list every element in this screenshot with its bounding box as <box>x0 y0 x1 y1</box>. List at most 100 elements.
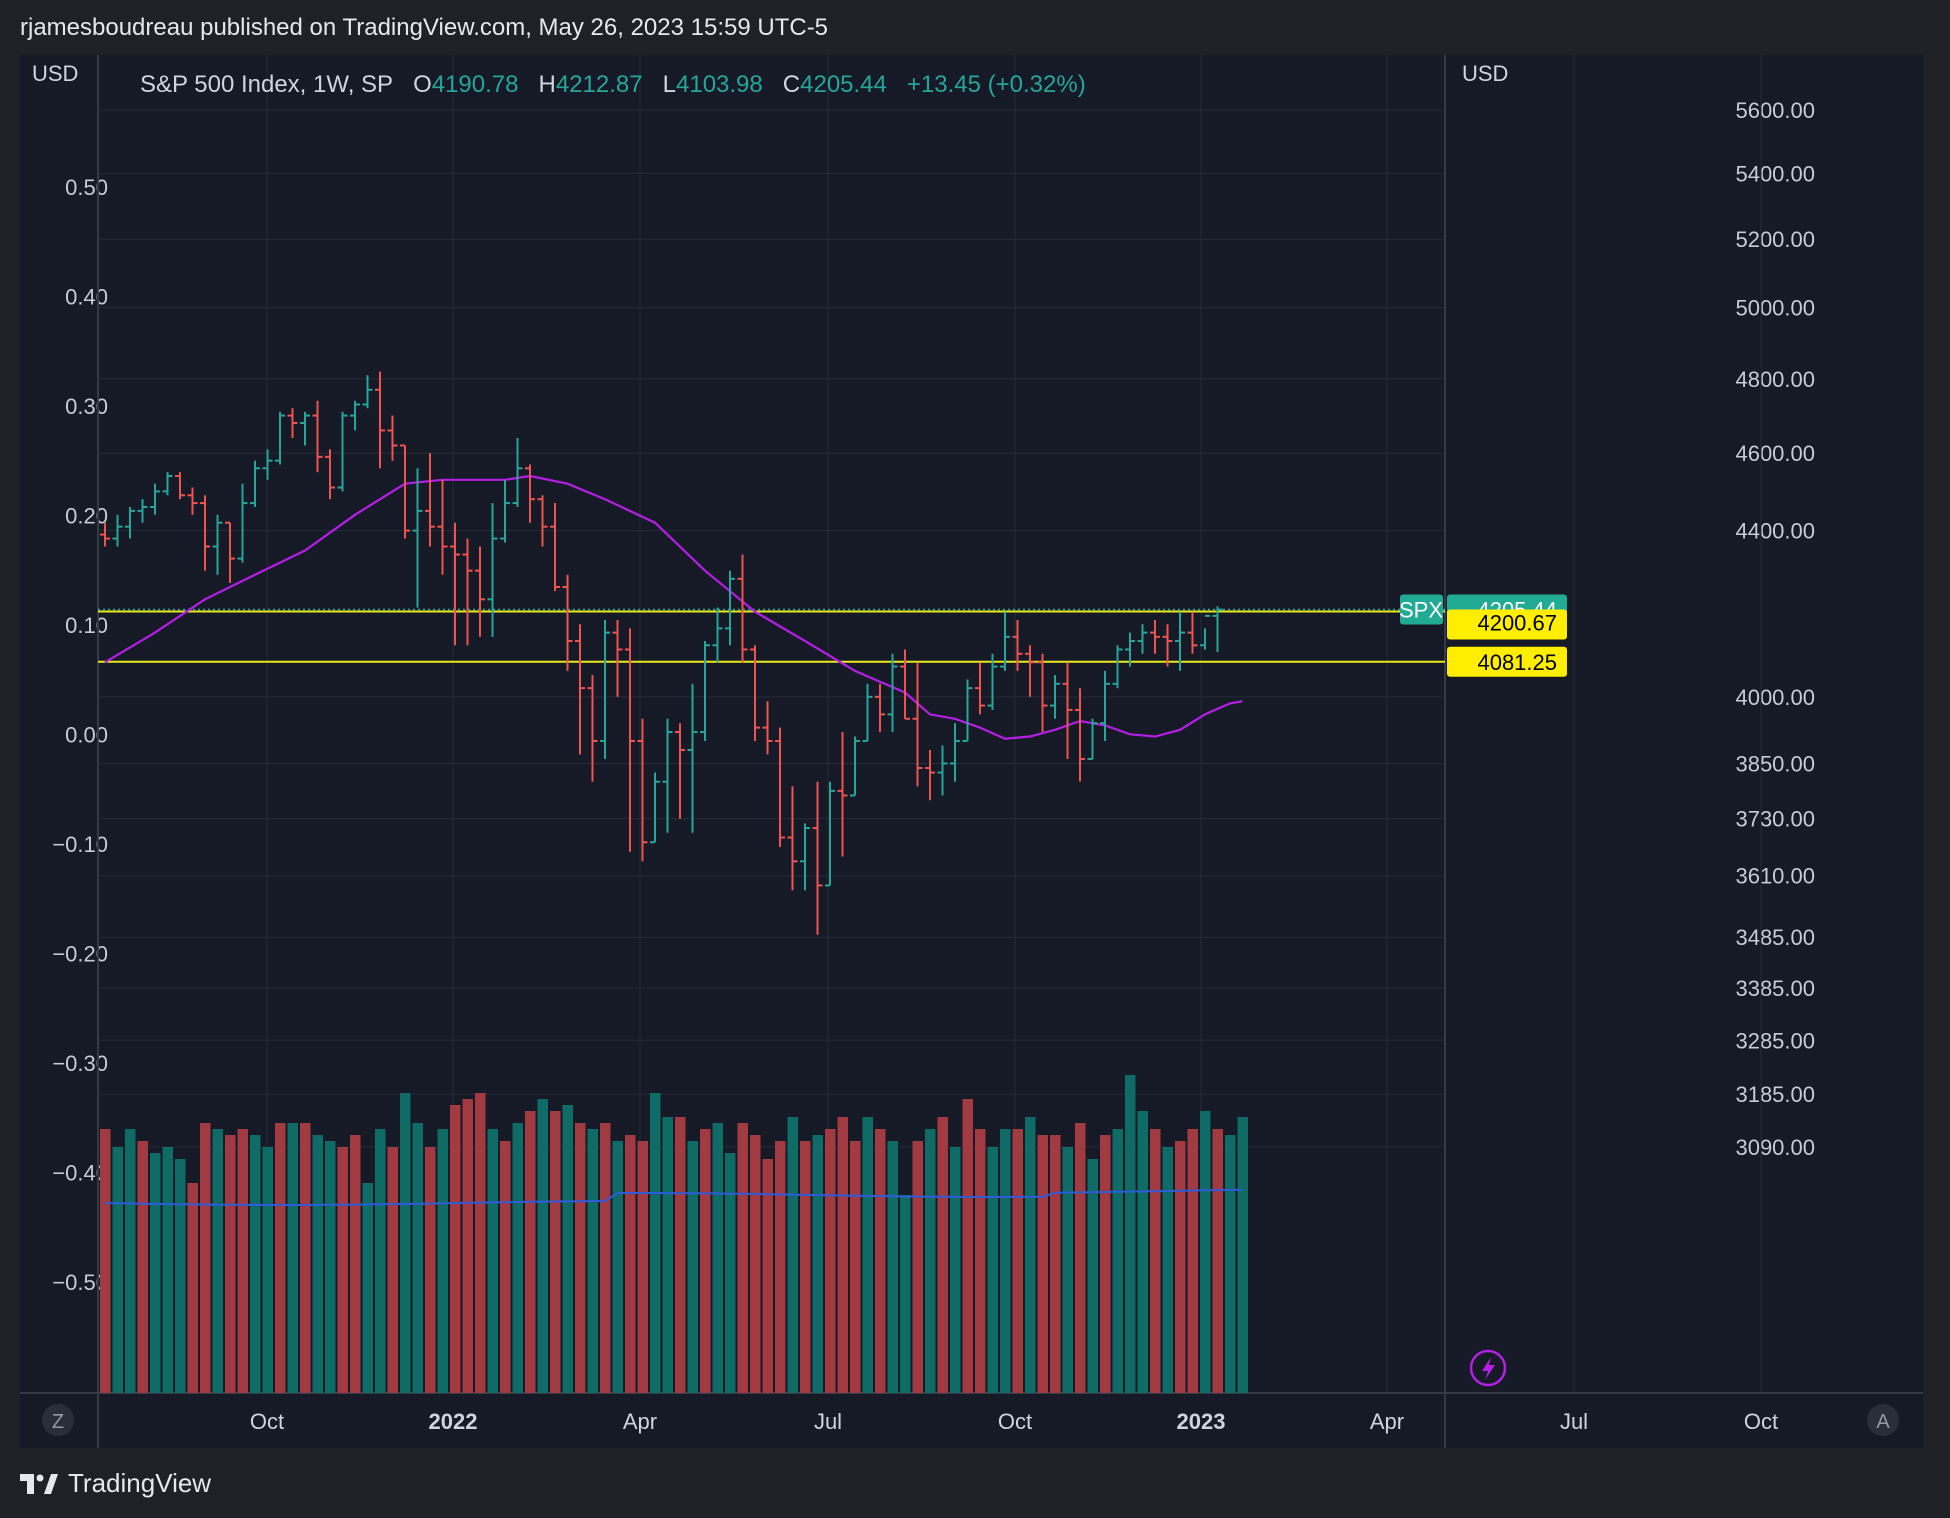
right-axis-tick-label: 3485.00 <box>1735 925 1815 950</box>
volume-bar <box>1200 1111 1211 1393</box>
volume-bar <box>762 1159 773 1393</box>
tradingview-logo[interactable]: TradingView <box>20 1468 211 1499</box>
volume-bar <box>487 1129 498 1393</box>
volume-bar <box>1187 1129 1198 1393</box>
volume-bar <box>912 1141 923 1393</box>
volume-bar <box>612 1141 623 1393</box>
legend-high-label: H <box>538 71 556 98</box>
volume-bar <box>200 1123 211 1393</box>
volume-bar <box>950 1147 961 1393</box>
left-axis-tick-label: −0.10 <box>52 832 108 857</box>
volume-bar <box>400 1093 411 1393</box>
chart-svg[interactable]: 5600.00 5400.00 5200.00 5000.00 4800.00 4600.… <box>20 55 1923 1448</box>
volume-bar <box>1175 1141 1186 1393</box>
volume-bar <box>775 1141 786 1393</box>
volume-bar <box>687 1141 698 1393</box>
volume-bar <box>387 1147 398 1393</box>
right-axis-tick-label: 4000.00 <box>1735 685 1815 710</box>
volume-bar <box>212 1129 223 1393</box>
volume-bar <box>637 1141 648 1393</box>
volume-bar <box>287 1123 298 1393</box>
symbol-tag-text: SPX <box>1399 597 1443 622</box>
volume-bar <box>862 1117 873 1393</box>
volume-bar <box>175 1159 186 1393</box>
volume-ma-line <box>104 1188 1243 1206</box>
volume-bar <box>812 1135 823 1393</box>
publish-info: rjamesboudreau published on TradingView.… <box>20 14 829 41</box>
volume-bar <box>100 1129 111 1393</box>
time-axis-tick-label: Oct <box>250 1409 284 1434</box>
legend-change: +13.45 (+0.32%) <box>906 71 1086 98</box>
volume-bar <box>250 1135 261 1393</box>
volume-bar <box>187 1183 198 1393</box>
left-axis-tick-label: 0.40 <box>65 285 108 310</box>
volume-bar <box>1100 1135 1111 1393</box>
left-axis-tick-label: 0.10 <box>65 613 108 638</box>
volume-bar <box>1025 1117 1036 1393</box>
volume-bar <box>787 1117 798 1393</box>
hline-price-tag <box>1447 646 1567 677</box>
left-axis-tick-label: 0.30 <box>65 394 108 419</box>
legend-low-value: 4103.98 <box>676 71 763 98</box>
volume-bar <box>437 1129 448 1393</box>
hline-price-tag <box>1447 609 1567 640</box>
right-axis-tick-label: 4400.00 <box>1735 519 1815 544</box>
volume-bar <box>312 1135 323 1393</box>
time-axis-tick-label: Apr <box>623 1409 657 1434</box>
volume-bar <box>800 1141 811 1393</box>
volume-bar <box>1125 1075 1136 1393</box>
volume-bar <box>537 1099 548 1393</box>
left-axis-area <box>20 55 98 1393</box>
left-currency-label: USD <box>32 61 78 86</box>
volume-bar <box>350 1135 361 1393</box>
volume-bar <box>500 1141 511 1393</box>
moving-average-line <box>104 474 1243 740</box>
volume-bar <box>300 1123 311 1393</box>
time-axis-tick-label: Oct <box>998 1409 1032 1434</box>
right-axis-tick-label: 5600.00 <box>1735 98 1815 123</box>
right-currency-label: USD <box>1462 61 1508 86</box>
tradingview-logo-icon <box>20 1473 58 1494</box>
volume-bar <box>475 1093 486 1393</box>
legend-open-value: 4190.78 <box>431 71 519 98</box>
volume-bar <box>675 1117 686 1393</box>
left-axis-tick-label: 0.20 <box>65 504 108 529</box>
time-axis-tick-label: Jul <box>814 1409 842 1434</box>
volume-bar <box>1212 1129 1223 1393</box>
legend-close-label: C <box>782 71 801 98</box>
auto-scale-button[interactable] <box>1867 1404 1899 1436</box>
left-axis-tick-label: −0.20 <box>52 942 108 967</box>
chart-container[interactable]: 5600.00 5400.00 5200.00 5000.00 4800.00 4600.… <box>20 55 1923 1448</box>
volume-bar <box>1162 1147 1173 1393</box>
volume-bar <box>337 1147 348 1393</box>
volume-bar <box>462 1099 473 1393</box>
time-axis-tick-label: 2023 <box>1177 1409 1226 1434</box>
lightning-bolt-icon <box>1482 1357 1495 1380</box>
right-axis-tick-label: 5000.00 <box>1735 296 1815 321</box>
symbol-tag <box>1400 594 1443 625</box>
log-scale-button[interactable] <box>42 1404 74 1436</box>
volume-bar <box>262 1147 273 1393</box>
volume-bar <box>1062 1147 1073 1393</box>
left-axis-tick-label: −0.40 <box>52 1161 108 1186</box>
volume-bar <box>150 1153 161 1393</box>
volume-bar <box>962 1099 973 1393</box>
volume-bar <box>275 1123 286 1393</box>
right-axis-tick-label: 3385.00 <box>1735 976 1815 1001</box>
volume-bar <box>1087 1159 1098 1393</box>
volume-bar <box>1137 1111 1148 1393</box>
volume-bar <box>162 1147 173 1393</box>
tradingview-logo-text: TradingView <box>68 1468 212 1498</box>
volume-bar <box>700 1129 711 1393</box>
volume-bar <box>137 1141 148 1393</box>
volume-bar <box>325 1141 336 1393</box>
volume-bar <box>1237 1117 1248 1393</box>
hline-price-tag-text: 4081.25 <box>1477 650 1557 675</box>
volume-bar <box>125 1129 136 1393</box>
volume-bar <box>725 1153 736 1393</box>
right-axis-tick-label: 4800.00 <box>1735 367 1815 392</box>
left-axis-tick-label: −0.30 <box>52 1051 108 1076</box>
volume-bar <box>825 1129 836 1393</box>
right-axis-tick-label: 5400.00 <box>1735 161 1815 186</box>
left-axis-tick-label: 0.00 <box>65 723 108 748</box>
